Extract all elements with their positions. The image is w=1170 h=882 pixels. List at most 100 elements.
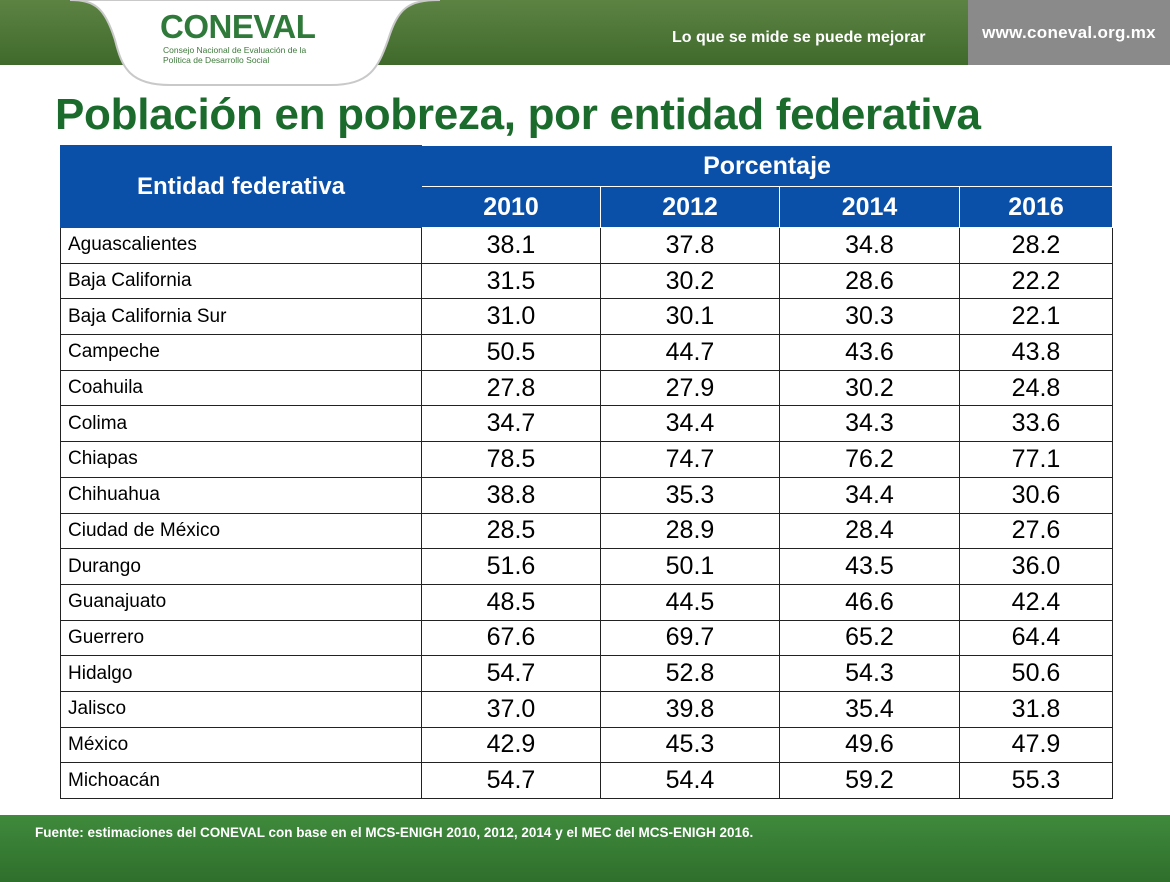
- value-cell: 36.0: [958, 548, 1114, 585]
- value-cell: 28.2: [958, 227, 1114, 264]
- value-cell: 28.5: [421, 512, 601, 550]
- value-cell: 51.6: [421, 548, 601, 585]
- value-cell: 30.2: [779, 369, 960, 407]
- table-row: Jalisco 37.0 39.8 35.4 31.8: [60, 690, 1114, 728]
- value-cell: 59.2: [779, 762, 960, 799]
- value-cell: 31.5: [421, 262, 601, 300]
- entity-name-cell: Guerrero: [60, 619, 422, 657]
- value-cell: 39.8: [600, 690, 780, 728]
- entity-column-header: Entidad federativa: [60, 145, 422, 228]
- value-cell: 24.8: [958, 369, 1114, 407]
- value-cell: 22.2: [958, 262, 1114, 300]
- value-cell: 34.4: [779, 476, 960, 514]
- value-cell: 43.8: [958, 334, 1114, 371]
- value-cell: 67.6: [421, 619, 601, 657]
- value-cell: 31.0: [421, 298, 601, 336]
- table-row: Guanajuato 48.5 44.5 46.6 42.4: [60, 583, 1114, 621]
- value-cell: 77.1: [958, 441, 1114, 478]
- value-cell: 33.6: [958, 405, 1114, 443]
- table-row: Durango 51.6 50.1 43.5 36.0: [60, 548, 1114, 585]
- value-cell: 50.1: [600, 548, 780, 585]
- value-cell: 74.7: [600, 441, 780, 478]
- entity-name-cell: México: [60, 726, 422, 764]
- source-note: Fuente: estimaciones del CONEVAL con bas…: [35, 825, 754, 840]
- value-cell: 43.6: [779, 334, 960, 371]
- table-row: Colima 34.7 34.4 34.3 33.6: [60, 405, 1114, 443]
- value-cell: 35.4: [779, 690, 960, 728]
- value-cell: 34.7: [421, 405, 601, 443]
- page-title: Población en pobreza, por entidad federa…: [55, 90, 981, 139]
- value-cell: 54.3: [779, 655, 960, 692]
- value-cell: 35.3: [600, 476, 780, 514]
- table-row: Coahuila 27.8 27.9 30.2 24.8: [60, 369, 1114, 407]
- entity-name-cell: Hidalgo: [60, 655, 422, 692]
- value-cell: 65.2: [779, 619, 960, 657]
- value-cell: 43.5: [779, 548, 960, 585]
- value-cell: 64.4: [958, 619, 1114, 657]
- table-row: Campeche 50.5 44.7 43.6 43.8: [60, 334, 1114, 371]
- value-cell: 30.6: [958, 476, 1114, 514]
- table-row: México 42.9 45.3 49.6 47.9: [60, 726, 1114, 764]
- value-cell: 30.2: [600, 262, 780, 300]
- table-row: Baja California 31.5 30.2 28.6 22.2: [60, 262, 1114, 300]
- value-cell: 48.5: [421, 583, 601, 621]
- value-cell: 38.1: [421, 227, 601, 264]
- percentage-group-header: Porcentaje: [420, 145, 1114, 187]
- coneval-logo: CONEVAL: [160, 8, 316, 45]
- footer-band: [0, 815, 1170, 882]
- value-cell: 49.6: [779, 726, 960, 764]
- value-cell: 27.6: [958, 512, 1114, 550]
- table-row: Baja California Sur 31.0 30.1 30.3 22.1: [60, 298, 1114, 336]
- table-row: Ciudad de México 28.5 28.9 28.4 27.6: [60, 512, 1114, 550]
- entity-name-cell: Chiapas: [60, 441, 422, 478]
- poverty-table: Entidad federativa Porcentaje 2010 2012 …: [60, 145, 1114, 799]
- entity-name-cell: Chihuahua: [60, 476, 422, 514]
- value-cell: 44.5: [600, 583, 780, 621]
- year-header: 2012: [600, 186, 780, 228]
- value-cell: 34.4: [600, 405, 780, 443]
- value-cell: 52.8: [600, 655, 780, 692]
- table-row: Hidalgo 54.7 52.8 54.3 50.6: [60, 655, 1114, 692]
- value-cell: 45.3: [600, 726, 780, 764]
- value-cell: 30.3: [779, 298, 960, 336]
- entity-name-cell: Campeche: [60, 334, 422, 371]
- entity-name-cell: Jalisco: [60, 690, 422, 728]
- value-cell: 42.9: [421, 726, 601, 764]
- value-cell: 34.8: [779, 227, 960, 264]
- value-cell: 55.3: [958, 762, 1114, 799]
- year-header: 2016: [958, 186, 1114, 228]
- value-cell: 28.4: [779, 512, 960, 550]
- table-row: Chiapas 78.5 74.7 76.2 77.1: [60, 441, 1114, 478]
- value-cell: 54.7: [421, 655, 601, 692]
- entity-name-cell: Colima: [60, 405, 422, 443]
- value-cell: 78.5: [421, 441, 601, 478]
- table-row: Michoacán 54.7 54.4 59.2 55.3: [60, 762, 1114, 799]
- website-url[interactable]: www.coneval.org.mx: [968, 0, 1170, 65]
- value-cell: 50.5: [421, 334, 601, 371]
- entity-name-cell: Baja California: [60, 262, 422, 300]
- value-cell: 28.9: [600, 512, 780, 550]
- logo-subtitle: Consejo Nacional de Evaluación de la Pol…: [163, 45, 307, 65]
- year-header: 2010: [421, 186, 601, 228]
- value-cell: 44.7: [600, 334, 780, 371]
- value-cell: 37.0: [421, 690, 601, 728]
- value-cell: 69.7: [600, 619, 780, 657]
- table-body: Aguascalientes 38.1 37.8 34.8 28.2 Baja Calif…: [60, 227, 1114, 799]
- value-cell: 54.7: [421, 762, 601, 799]
- tagline: Lo que se mide se puede mejorar: [672, 29, 926, 46]
- table-row: Guerrero 67.6 69.7 65.2 64.4: [60, 619, 1114, 657]
- value-cell: 42.4: [958, 583, 1114, 621]
- table-row: Aguascalientes 38.1 37.8 34.8 28.2: [60, 227, 1114, 264]
- entity-name-cell: Michoacán: [60, 762, 422, 799]
- table-row: Chihuahua 38.8 35.3 34.4 30.6: [60, 476, 1114, 514]
- entity-name-cell: Aguascalientes: [60, 227, 422, 264]
- entity-name-cell: Durango: [60, 548, 422, 585]
- value-cell: 22.1: [958, 298, 1114, 336]
- value-cell: 37.8: [600, 227, 780, 264]
- entity-name-cell: Ciudad de México: [60, 512, 422, 550]
- value-cell: 27.8: [421, 369, 601, 407]
- value-cell: 50.6: [958, 655, 1114, 692]
- value-cell: 46.6: [779, 583, 960, 621]
- logo-tab-shape: [69, 0, 440, 86]
- value-cell: 47.9: [958, 726, 1114, 764]
